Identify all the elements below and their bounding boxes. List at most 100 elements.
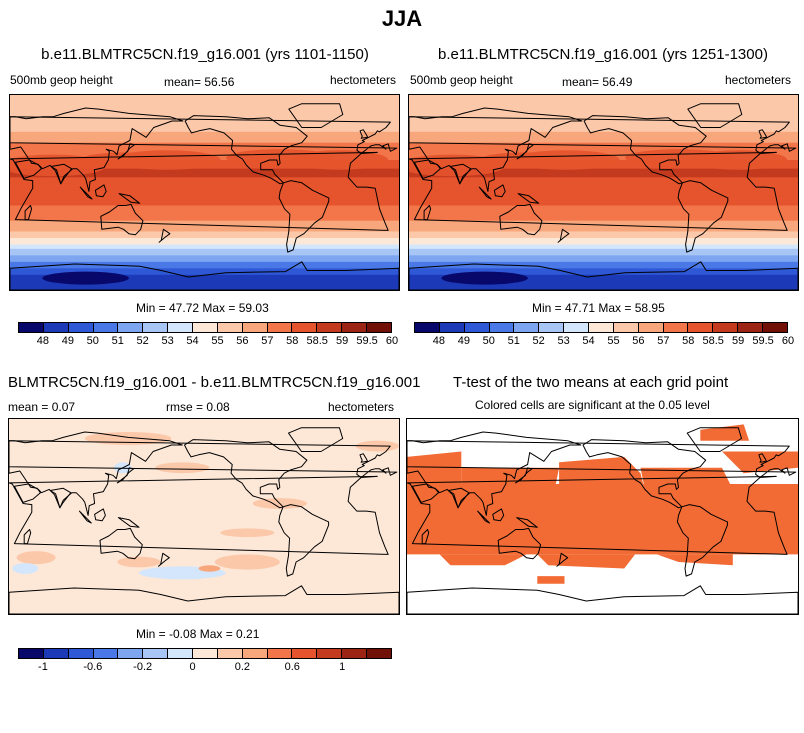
coastline xyxy=(9,440,398,478)
coastline xyxy=(24,205,33,221)
colorbar-tick-label: 50 xyxy=(482,335,495,347)
coastlines xyxy=(10,103,399,290)
contour-band xyxy=(10,186,399,189)
difference-anomaly xyxy=(220,528,275,538)
contour-band xyxy=(409,103,798,107)
contour-band xyxy=(10,203,399,206)
coastline xyxy=(557,228,570,243)
colorbar-cell xyxy=(19,323,44,332)
panel4-subtitle: Colored cells are significant at the 0.0… xyxy=(475,398,710,412)
contour-band xyxy=(409,188,798,191)
colorbar-cell xyxy=(193,649,218,658)
high-pressure-cell xyxy=(112,150,221,170)
colorbar-tick-label: 58.5 xyxy=(702,335,724,347)
contour-band xyxy=(409,205,798,209)
contour-band xyxy=(409,285,798,289)
contour-band xyxy=(10,181,399,185)
colorbar-cell xyxy=(713,323,739,332)
contour-band xyxy=(10,123,399,126)
contour-band xyxy=(10,216,399,219)
contour-band xyxy=(10,112,399,115)
coastline xyxy=(117,517,140,528)
panel3-rmse: rmse = 0.08 xyxy=(166,400,230,414)
coastline xyxy=(556,552,569,567)
difference-anomaly xyxy=(155,462,210,474)
panel2-contour-plot xyxy=(409,95,798,290)
contour-band xyxy=(409,144,798,148)
colorbar-tick-label: 53 xyxy=(161,335,174,347)
contour-band xyxy=(10,205,399,209)
colorbar-tick-label: 57 xyxy=(261,335,274,347)
significant-region xyxy=(537,554,636,569)
coastline xyxy=(676,504,728,577)
colorbar-cell xyxy=(317,323,343,332)
contour-band xyxy=(409,257,798,261)
contour-band xyxy=(10,281,399,284)
contour-band xyxy=(10,118,399,122)
panel2-title: b.e11.BLMTRC5CN.f19_g16.001 (yrs 1251-13… xyxy=(438,46,768,63)
contour-band xyxy=(409,108,798,111)
contour-band xyxy=(409,196,798,200)
contour-band xyxy=(409,266,798,269)
colorbar-cell xyxy=(242,323,268,332)
coastline xyxy=(421,529,430,545)
contour-band xyxy=(409,186,798,189)
colorbar-tick-label: 58 xyxy=(682,335,695,347)
contour-band xyxy=(409,149,798,152)
coastline xyxy=(10,261,399,290)
coastline xyxy=(278,180,330,253)
colorbar-cell xyxy=(193,323,218,332)
panel3-colorbar xyxy=(18,648,392,659)
contour-band xyxy=(409,264,798,267)
contour-band xyxy=(10,231,399,235)
contour-band xyxy=(409,129,798,133)
contour-band xyxy=(10,201,399,204)
contour-band xyxy=(10,220,399,224)
colorbar-tick-label: 48 xyxy=(36,335,50,347)
contour-band xyxy=(10,242,399,245)
panel2-colorbar xyxy=(414,322,788,333)
colorbar-cell xyxy=(19,649,44,658)
contour-band xyxy=(10,268,399,271)
coastline xyxy=(493,184,506,198)
colorbar-tick-label: 50 xyxy=(86,335,99,347)
contour-band xyxy=(409,116,798,120)
contour-band xyxy=(10,192,399,196)
contour-band xyxy=(409,170,798,174)
panel1-colorbar-ticks: 48 49 50 51 52 53 54 55 56 57 58 58.5 59 59.5 60 xyxy=(18,335,398,349)
contour-band xyxy=(10,97,399,100)
coastlines xyxy=(407,427,798,614)
colorbar-cell xyxy=(367,323,391,332)
contour-band xyxy=(10,287,399,290)
antarctic-low xyxy=(441,271,528,285)
coastline xyxy=(478,186,492,200)
contour-band xyxy=(10,199,399,202)
colorbar-cell xyxy=(267,649,293,658)
colorbar-tick-label: 54 xyxy=(582,335,595,347)
contour-band xyxy=(409,270,798,274)
coastline xyxy=(423,205,432,221)
contour-band xyxy=(409,268,798,271)
coastline xyxy=(78,510,92,524)
coastline xyxy=(49,487,72,509)
coastline xyxy=(499,203,543,236)
contour-band xyxy=(10,222,399,226)
contour-band xyxy=(409,177,798,180)
panel1-contour-plot xyxy=(10,95,399,290)
colorbar-tick-label: 52 xyxy=(136,335,149,347)
contour-band xyxy=(409,244,798,248)
contour-band xyxy=(409,240,798,243)
colorbar-cell xyxy=(638,323,664,332)
coastline xyxy=(288,427,344,452)
contour-band xyxy=(10,272,399,276)
colorbar-tick-label: 48 xyxy=(432,335,446,347)
contour-band xyxy=(10,99,399,102)
colorbar-tick-label: 59 xyxy=(336,335,349,347)
contour-band xyxy=(409,134,798,137)
colorbar-cell xyxy=(68,323,94,332)
high-pressure-cell xyxy=(290,150,389,170)
coastline xyxy=(686,427,742,452)
contour-band xyxy=(10,248,399,252)
contour-band xyxy=(10,95,399,98)
contour-band xyxy=(10,127,399,131)
